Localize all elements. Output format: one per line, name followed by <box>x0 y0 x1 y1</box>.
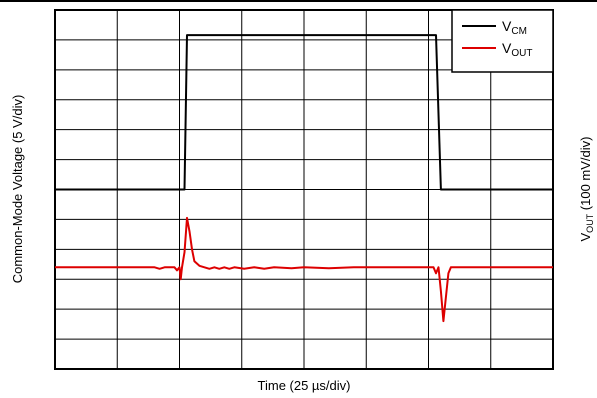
x-axis-label: Time (25 µs/div) <box>258 378 351 393</box>
legend: VCM VOUT <box>451 9 554 73</box>
series-layer <box>55 34 553 323</box>
legend-label-cm: VCM <box>502 18 527 37</box>
series-vcm-line <box>55 34 553 191</box>
y-axis-right-label: VOUT (100 mV/div) <box>578 137 595 242</box>
legend-box <box>451 9 554 73</box>
y-axis-left-label: Common-Mode Voltage (5 V/div) <box>10 95 25 284</box>
series-vout-line <box>55 216 553 323</box>
legend-label-out: VOUT <box>502 40 532 59</box>
